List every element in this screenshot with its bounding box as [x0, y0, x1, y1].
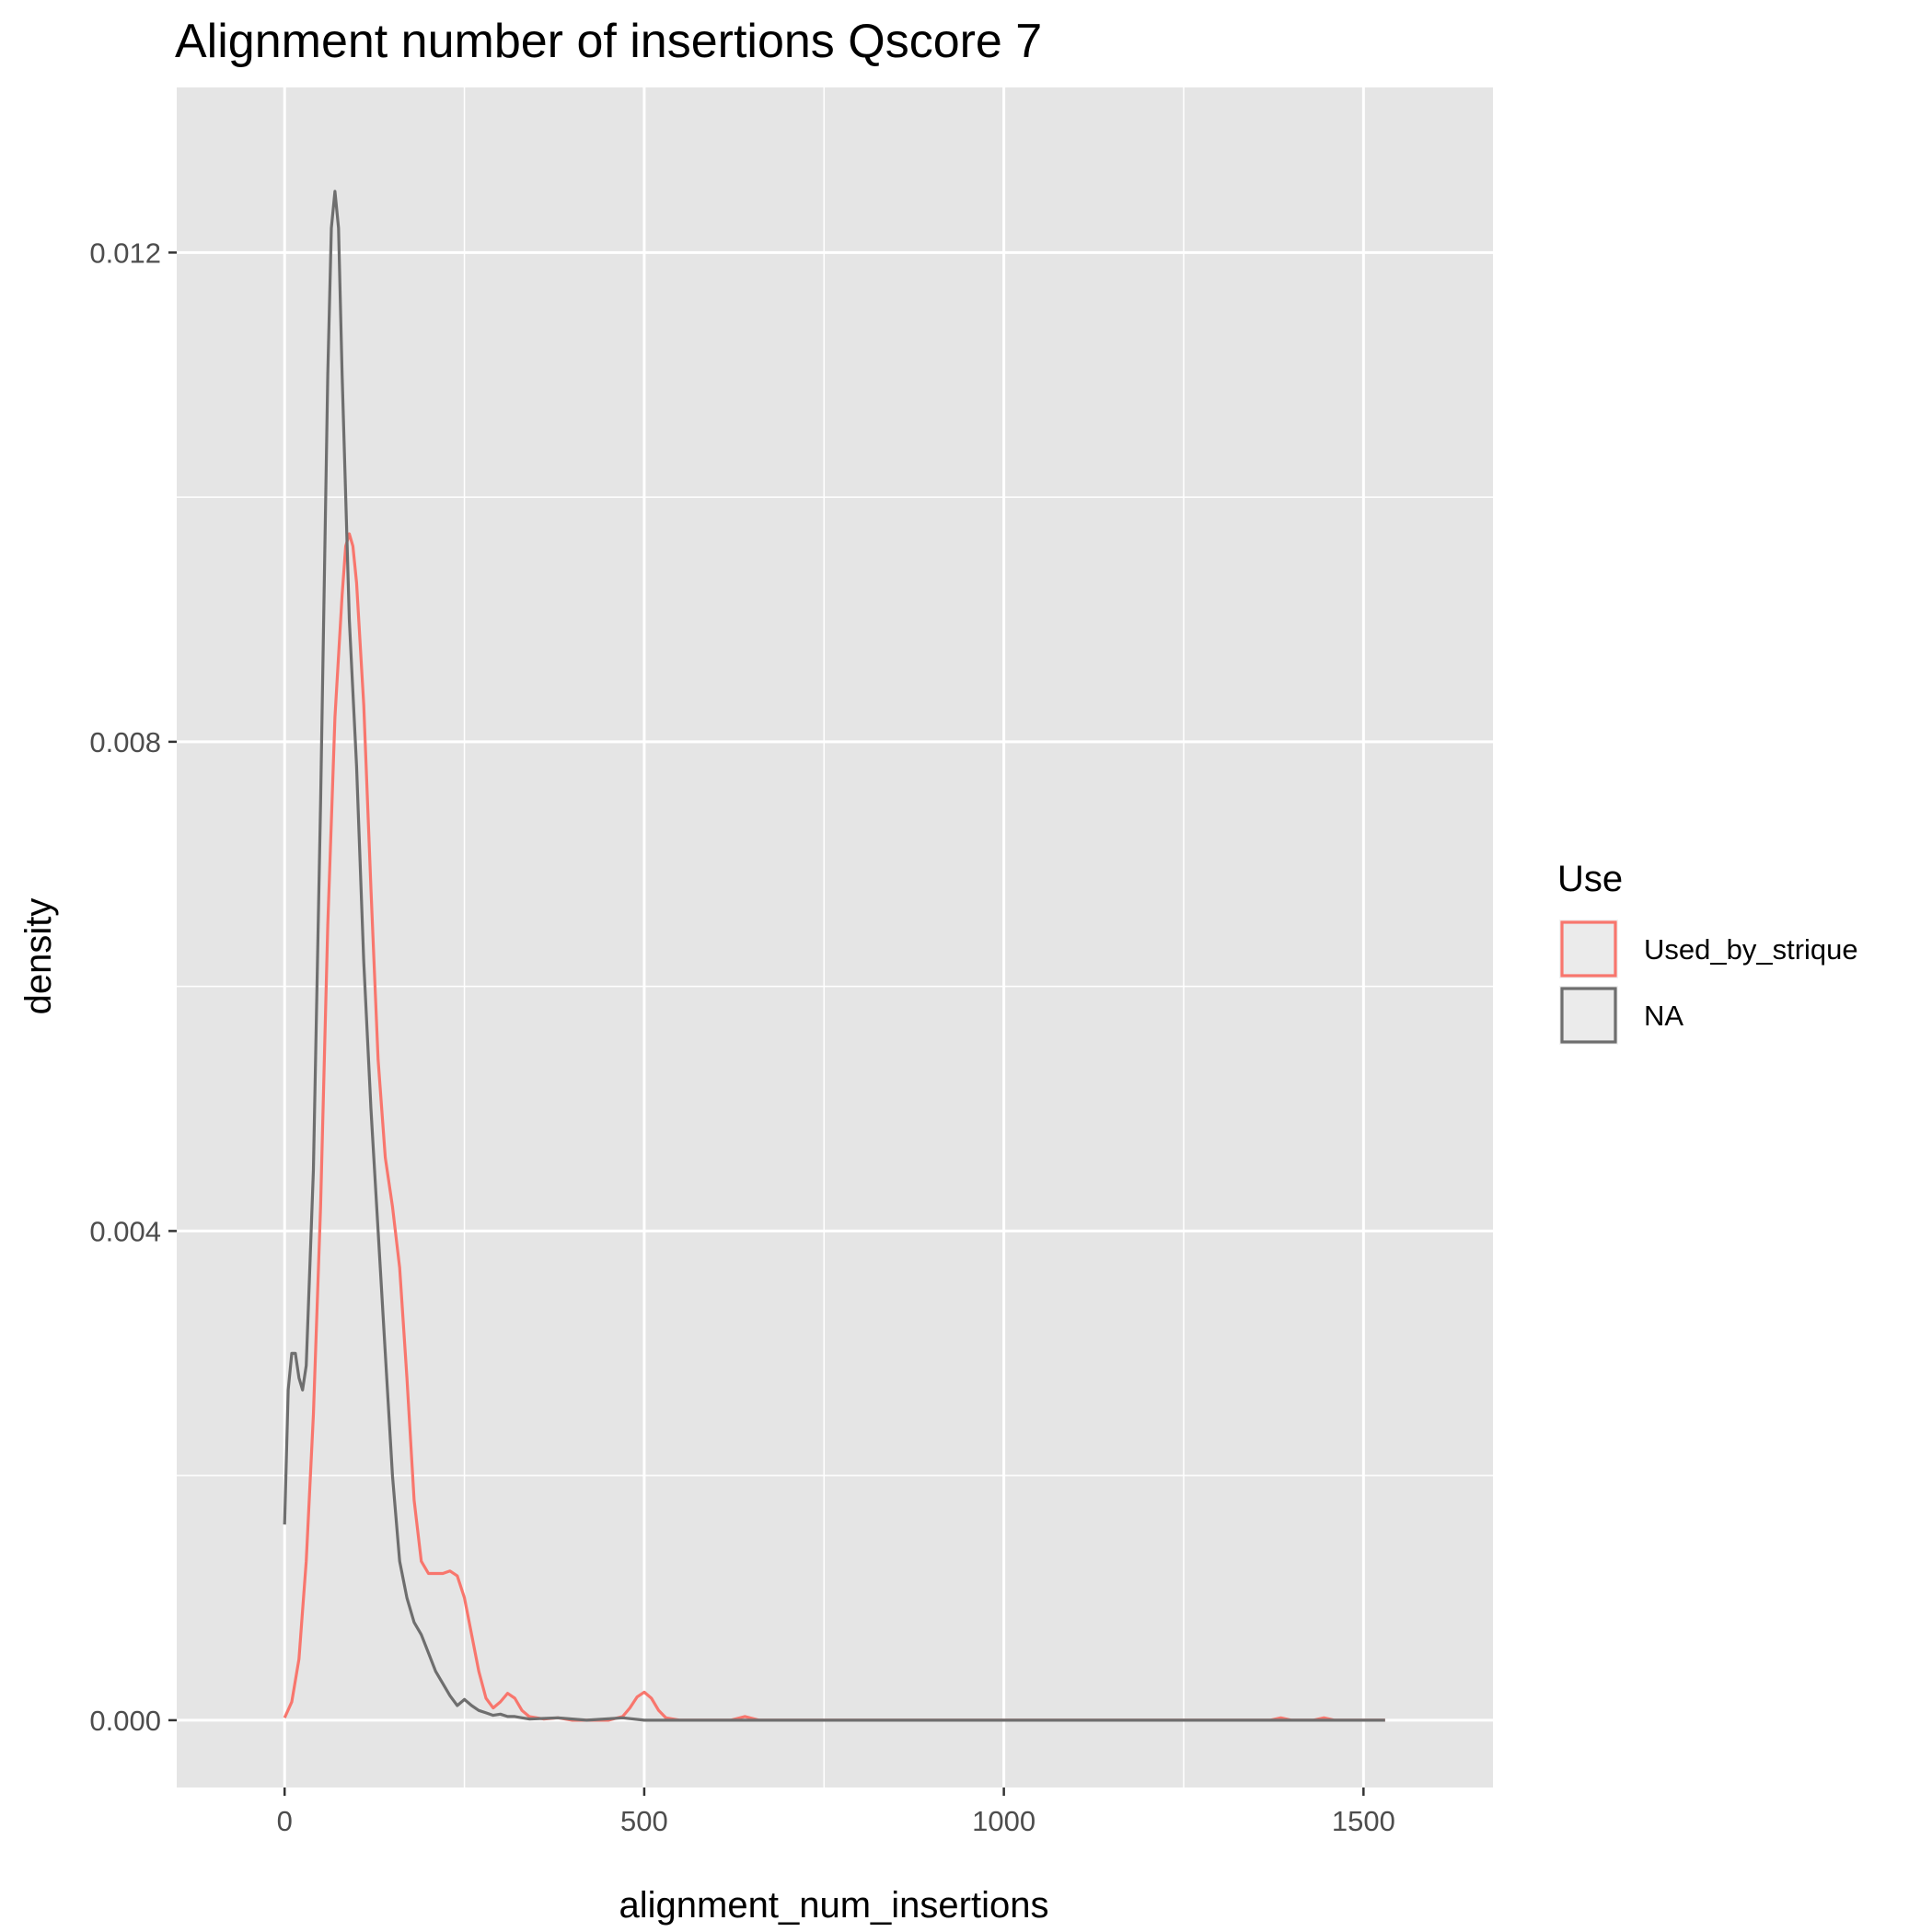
x-tick-label: 1000	[972, 1805, 1035, 1837]
axes: 0 500 1000 1500 0.000 0.004 0.008 0.012	[89, 237, 1394, 1837]
legend-key	[1560, 920, 1617, 978]
x-tick-label: 0	[277, 1805, 293, 1837]
chart-title: Alignment number of insertions Qscore 7	[175, 15, 1042, 68]
legend-label: Used_by_strique	[1644, 933, 1858, 966]
y-tick-label: 0.000	[89, 1705, 161, 1737]
x-axis-title: alignment_num_insertions	[619, 1885, 1049, 1926]
x-tick-label: 1500	[1332, 1805, 1395, 1837]
series-line	[283, 190, 1385, 1722]
legend-label: NA	[1644, 1000, 1683, 1032]
legend-key	[1560, 987, 1617, 1044]
density-lines	[283, 190, 1385, 1722]
y-axis-title: density	[18, 898, 59, 1015]
legend-title: Use	[1557, 859, 1623, 899]
legend: Use Used_by_strique NA	[1557, 859, 1858, 1045]
y-tick-label: 0.008	[89, 726, 161, 758]
y-tick-label: 0.012	[89, 237, 161, 269]
x-tick-label: 500	[620, 1805, 668, 1837]
y-tick-label: 0.004	[89, 1215, 161, 1247]
